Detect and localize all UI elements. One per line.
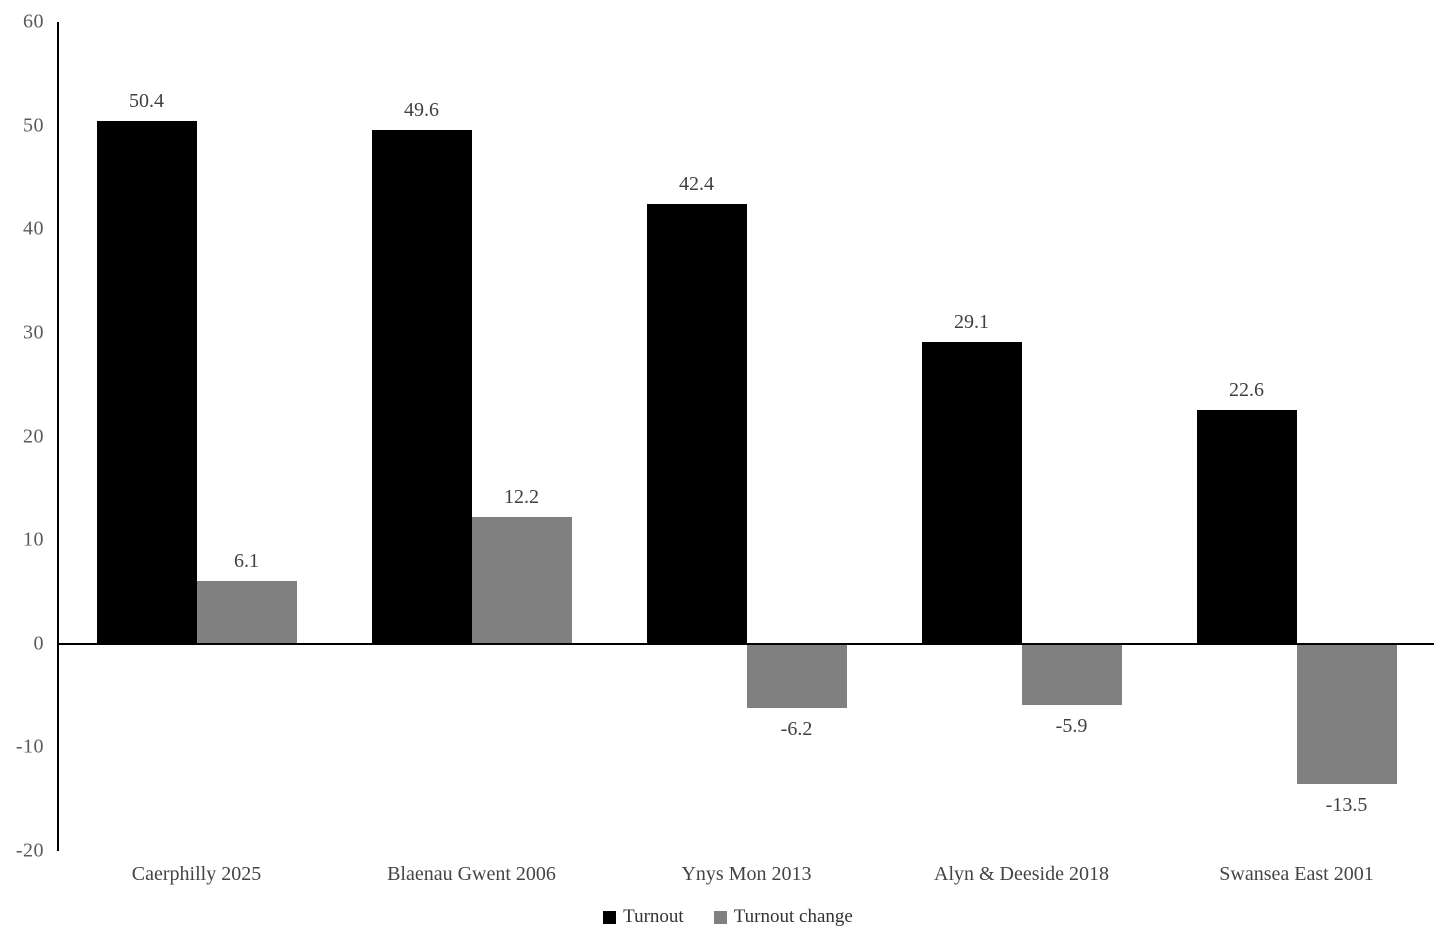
y-tick-label-10: 10 — [23, 528, 44, 551]
bar-holder-turnout: 29.1 — [921, 22, 1022, 851]
bar-turnout-swansea-east-2001 — [1196, 409, 1297, 644]
bar-turnout-caerphilly-2025 — [96, 121, 197, 644]
data-label-turnout-change-blaenau-gwent-2006: 12.2 — [504, 486, 539, 509]
data-label-turnout-swansea-east-2001: 22.6 — [1229, 378, 1264, 401]
data-label-turnout-change-caerphilly-2025: 6.1 — [234, 549, 259, 572]
data-label-turnout-change-swansea-east-2001: -13.5 — [1325, 793, 1368, 816]
plot-area: 50.4 6.1 49.6 12.2 42.4 -6.2 29.1 -5.9 22.6 -13.5 — [59, 22, 1434, 851]
bar-holder-turnout: 49.6 — [371, 22, 472, 851]
x-axis-label-caerphilly-2025: Caerphilly 2025 — [131, 863, 262, 885]
bar-holder-turnout-change: 12.2 — [471, 22, 572, 851]
legend-item-turnout: Turnout — [603, 906, 684, 928]
data-label-turnout-ynys-mon-2013: 42.4 — [679, 173, 714, 196]
bar-group-caerphilly-2025: 50.4 6.1 — [59, 22, 334, 851]
bar-turnout-change-alyn-deeside-2018 — [1021, 643, 1122, 705]
y-tick-label-50: 50 — [23, 114, 44, 137]
bar-turnout-ynys-mon-2013 — [646, 204, 747, 644]
bar-group-ynys-mon-2013: 42.4 -6.2 — [609, 22, 884, 851]
bar-holder-turnout-change: -6.2 — [746, 22, 847, 851]
bar-group-alyn-deeside-2018: 29.1 -5.9 — [884, 22, 1159, 851]
bar-groups: 50.4 6.1 49.6 12.2 42.4 -6.2 29.1 -5.9 22.6 -13.5 — [59, 22, 1434, 851]
bar-group-blaenau-gwent-2006: 49.6 12.2 — [334, 22, 609, 851]
y-tick-label-20: 20 — [23, 425, 44, 447]
bar-turnout-change-swansea-east-2001 — [1296, 643, 1397, 784]
data-label-turnout-blaenau-gwent-2006: 49.6 — [404, 98, 439, 121]
y-tick-label-30: 30 — [23, 321, 44, 344]
bar-turnout-change-caerphilly-2025 — [196, 580, 297, 644]
data-label-turnout-caerphilly-2025: 50.4 — [129, 90, 164, 113]
bar-turnout-alyn-deeside-2018 — [921, 342, 1022, 644]
bar-turnout-change-blaenau-gwent-2006 — [471, 517, 572, 644]
bar-holder-turnout-change: -5.9 — [1021, 22, 1122, 851]
legend-label: Turnout — [623, 906, 684, 927]
y-axis-line — [57, 22, 59, 851]
legend-label: Turnout change — [733, 906, 853, 927]
data-label-turnout-change-alyn-deeside-2018: -5.9 — [1055, 714, 1088, 737]
bar-holder-turnout-change: -13.5 — [1296, 22, 1397, 851]
data-label-turnout-change-ynys-mon-2013: -6.2 — [780, 717, 813, 740]
bar-holder-turnout: 50.4 — [96, 22, 197, 851]
y-tick-label--20: -20 — [15, 839, 44, 862]
legend-swatch-icon — [603, 910, 617, 924]
y-tick-label--10: -10 — [15, 735, 44, 758]
x-axis-label-alyn-deeside-2018: Alyn & Deeside 2018 — [934, 863, 1109, 885]
y-tick-label-40: 40 — [23, 217, 44, 240]
legend-item-turnout-change: Turnout change — [713, 906, 853, 928]
x-axis-category-labels: Caerphilly 2025 Blaenau Gwent 2006 Ynys Mo… — [59, 863, 1434, 886]
bar-holder-turnout: 22.6 — [1196, 22, 1297, 851]
x-axis-zero-line — [59, 642, 1434, 645]
bar-turnout-change-ynys-mon-2013 — [746, 643, 847, 708]
y-tick-label-0: 0 — [33, 632, 44, 655]
bar-group-swansea-east-2001: 22.6 -13.5 — [1159, 22, 1434, 851]
bar-turnout-blaenau-gwent-2006 — [371, 129, 472, 644]
x-axis-label-ynys-mon-2013: Ynys Mon 2013 — [681, 863, 812, 885]
data-label-turnout-alyn-deeside-2018: 29.1 — [954, 311, 989, 334]
y-tick-label-60: 60 — [23, 10, 44, 33]
x-axis-label-swansea-east-2001: Swansea East 2001 — [1219, 863, 1374, 885]
x-axis-label-blaenau-gwent-2006: Blaenau Gwent 2006 — [387, 863, 556, 885]
bar-holder-turnout-change: 6.1 — [196, 22, 297, 851]
legend: Turnout Turnout change — [0, 906, 1456, 928]
bar-holder-turnout: 42.4 — [646, 22, 747, 851]
legend-swatch-icon — [713, 910, 727, 924]
y-axis-tick-labels: 60 50 40 30 20 10 0 -10 -20 — [0, 11, 44, 862]
